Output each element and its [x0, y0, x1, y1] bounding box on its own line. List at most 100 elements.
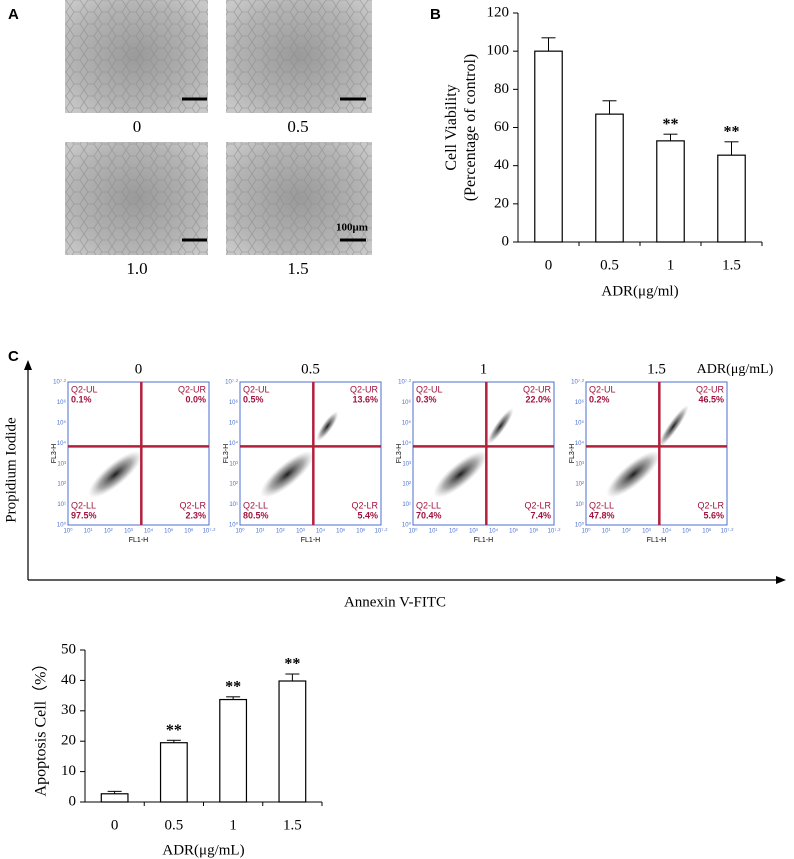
flow-axis-label: FL3-H [396, 444, 403, 463]
dose-label: 1.0 [126, 259, 147, 278]
flow-tick-label: 10⁰ [229, 522, 239, 529]
flow-tick-label: 10⁵ [229, 419, 239, 426]
y-axis-title: Apoptosis Cell（%） [32, 656, 50, 797]
flow-axis-label: FL1-H [474, 537, 493, 544]
flow-tick-label: 10² [402, 482, 411, 488]
flow-tick-label: 10¹ [429, 529, 438, 535]
quadrant-name: Q2-UL [416, 384, 443, 394]
quadrant-value: 22.0% [525, 394, 551, 404]
y-tick-label: 0 [69, 793, 77, 809]
flow-tick-label: 10⁶ [57, 399, 67, 406]
flow-tick-label: 10³ [642, 529, 651, 535]
flow-tick-label: 10¹ [402, 502, 411, 508]
axis-title: Annexin V-FITC [344, 594, 446, 610]
y-tick-label: 60 [494, 119, 509, 135]
significance: ** [663, 116, 679, 133]
x-tick-label: 1.5 [283, 817, 302, 833]
flow-tick-label: 10³ [296, 529, 305, 535]
y-tick-label: 20 [61, 733, 76, 749]
quadrant-name: Q2-UR [178, 384, 207, 394]
quadrant-name: Q2-UR [696, 384, 725, 394]
event-cloud [88, 450, 143, 498]
flow-tick-label: 10⁰ [408, 528, 418, 535]
quadrant-name: Q2-LL [71, 500, 96, 510]
bar [219, 698, 248, 803]
flow-tick-label: 10⁵ [509, 528, 519, 535]
flow-tick-label: 10⁶ [402, 399, 412, 406]
flow-axis-label: FL1-H [647, 537, 666, 544]
dose-header: 1.5 [647, 361, 666, 377]
flow-tick-label: 10⁰ [57, 522, 67, 529]
flow-tick-label: 10⁰ [581, 528, 591, 535]
quadrant-value: 0.3% [416, 394, 437, 404]
flow-tick-label: 10⁶ [702, 528, 712, 535]
y-tick-label: 50 [61, 641, 76, 657]
quadrant-value: 0.0% [185, 394, 206, 404]
flow-tick-label: 10³ [575, 461, 584, 467]
significance: ** [284, 656, 300, 673]
micrographs: 100μm [65, 0, 372, 255]
flow-tick-label: 10² [276, 529, 285, 535]
flow-tick-label: 10¹ [84, 529, 93, 535]
y-tick-label: 100 [487, 43, 510, 59]
flow-tick-label: 10¹ [602, 529, 611, 535]
dose-label: 0 [133, 117, 142, 136]
flow-tick-label: 10⁴ [402, 440, 412, 447]
flow-tick-label: 10⁵ [682, 528, 692, 535]
dose-header: 0 [135, 361, 143, 377]
flow-tick-label: 10¹ [229, 502, 238, 508]
quadrant-name: Q2-UR [350, 384, 379, 394]
event-cloud [433, 450, 488, 498]
flow-tick-label: 10⁴ [316, 528, 326, 535]
y-tick-label: 40 [61, 672, 76, 688]
bar [595, 113, 624, 243]
event-cloud [487, 408, 514, 445]
event-cloud [260, 450, 315, 498]
x-tick-label: 0 [111, 817, 119, 833]
bar [534, 50, 563, 243]
bar [159, 742, 188, 803]
panel-letter: A [8, 6, 19, 23]
dose-label: 1.5 [287, 259, 308, 278]
flow-tick-label: 10⁵ [57, 419, 67, 426]
flow-tick-label: 10⁵ [402, 419, 412, 426]
y-axis-title: Cell Viability [443, 84, 460, 170]
x-tick-label: 0.5 [165, 817, 184, 833]
x-tick-label: 1 [667, 257, 675, 273]
flow-tick-label: 10⁴ [57, 440, 67, 447]
flow-tick-label: 10⁰ [575, 522, 585, 529]
flow-tick-label: 10² [229, 482, 238, 488]
flow-tick-label: 10³ [229, 461, 238, 467]
x-tick-label: 0.5 [600, 257, 619, 273]
quadrant-name: Q2-LR [524, 500, 551, 510]
significance: ** [166, 722, 182, 739]
flow-tick-label: 10⁷·² [203, 528, 216, 535]
flow-axis-label: FL3-H [569, 444, 576, 463]
flow-tick-label: 10³ [469, 529, 478, 535]
bar [717, 154, 746, 243]
quadrant-value: 13.6% [352, 394, 378, 404]
flow-tick-label: 10⁵ [575, 419, 585, 426]
micrograph-texture [65, 0, 208, 113]
event-cloud [316, 411, 339, 442]
flow-axis-label: FL1-H [129, 537, 148, 544]
panel-letter: B [430, 6, 441, 23]
y-tick-label: 30 [61, 702, 76, 718]
x-axis-title: ADR(μg/ml) [601, 283, 678, 299]
flow-tick-label: 10⁴ [489, 528, 499, 535]
flow-tick-label: 10³ [402, 461, 411, 467]
dose-header: 0.5 [301, 361, 320, 377]
panel-letter: C [8, 348, 19, 365]
quadrant-name: Q2-LL [416, 500, 441, 510]
y-tick-label: 0 [502, 233, 510, 249]
micrograph-texture [65, 142, 208, 255]
flow-tick-label: 10⁷·² [375, 528, 388, 535]
flow-tick-label: 10⁴ [229, 440, 239, 447]
flow-tick-label: 10² [449, 529, 458, 535]
flow-tick-label: 10⁶ [575, 399, 585, 406]
flow-axis-label: FL1-H [301, 537, 320, 544]
flow-tick-label: 10⁷·² [225, 379, 238, 386]
flow-tick-label: 10⁷·² [721, 528, 734, 535]
quadrant-value: 47.8% [589, 510, 615, 520]
flow-tick-label: 10¹ [575, 502, 584, 508]
